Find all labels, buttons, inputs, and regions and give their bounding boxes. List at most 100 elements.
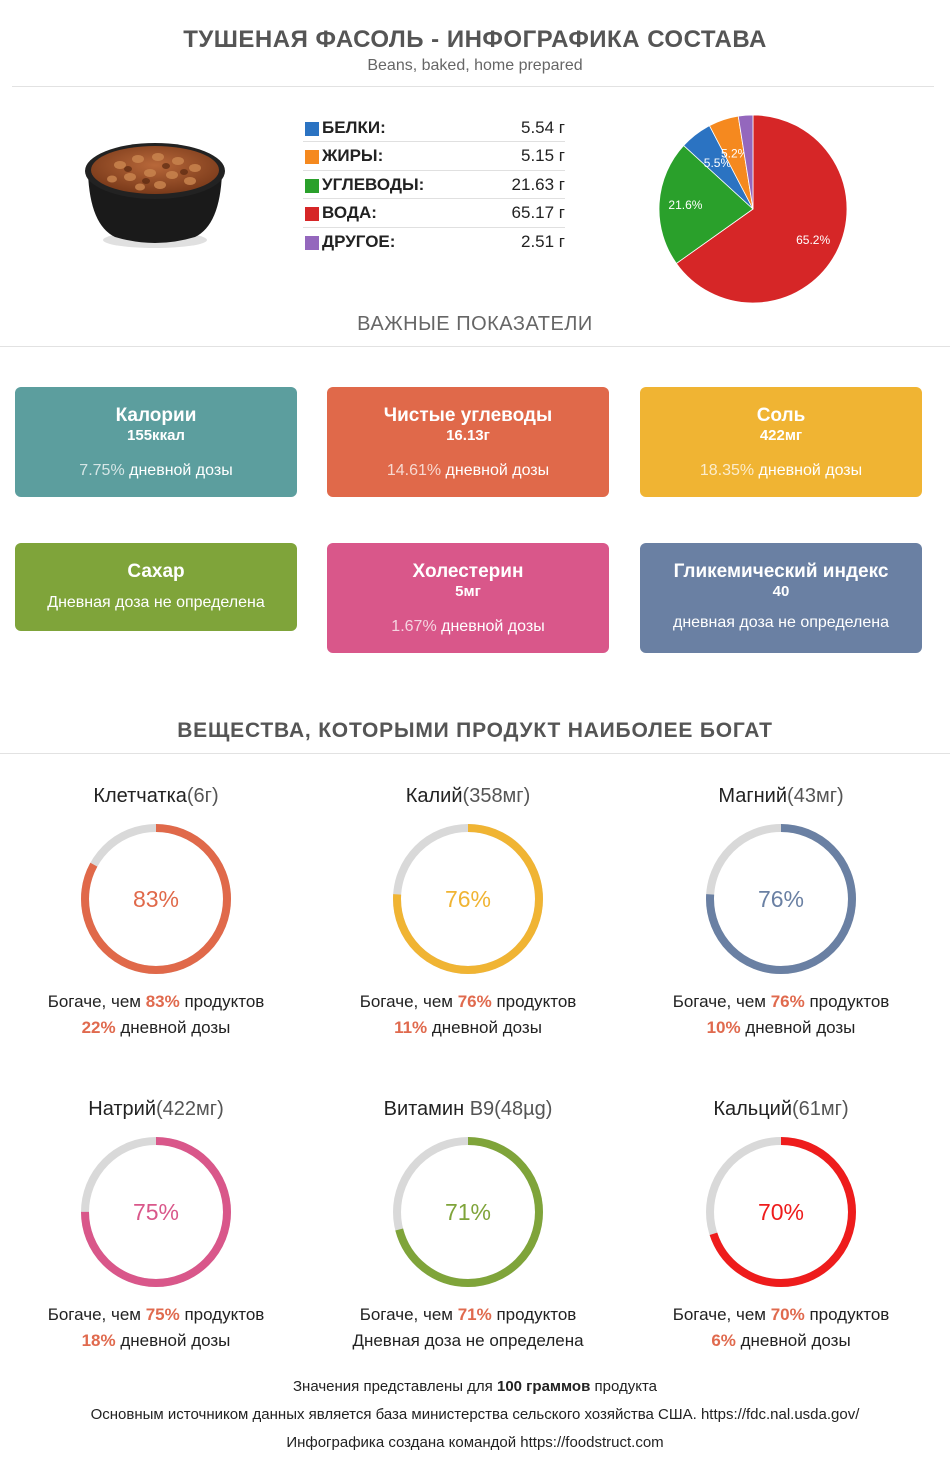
donut-percent-label: 76% — [758, 886, 804, 912]
donut-progress-arc — [393, 1137, 543, 1287]
card-daily-value: 14.61% дневной дозы — [327, 461, 609, 481]
pie-slice-label: 65.2% — [796, 233, 830, 247]
donut-percent-label: 71% — [445, 1199, 491, 1225]
card-dv-percent: 1.67% — [391, 618, 437, 635]
nutrient-amount: (422мг) — [156, 1098, 224, 1120]
key-indicators-heading: ВАЖНЫЕ ПОКАЗАТЕЛИ — [357, 313, 593, 335]
water-swatch — [305, 207, 319, 222]
card-note: дневная доза не определена — [672, 614, 889, 631]
page-title: ТУШЕНАЯ ФАСОЛЬ - ИНФОГРАФИКА СОСТАВА — [183, 26, 767, 53]
macro-row-water: ВОДА: 65.17 г — [303, 199, 565, 228]
nutrient-donut: 83% — [81, 824, 231, 974]
dv-label: дневной дозы — [740, 1018, 856, 1037]
richer-prefix: Богаче, чем — [672, 1305, 771, 1324]
card-dv-percent: 18.35% — [699, 462, 755, 479]
donut-percent-label: 83% — [133, 886, 179, 912]
card-value: 5мг — [455, 583, 481, 600]
richer-suffix: продуктов — [179, 992, 265, 1011]
baked-beans-bowl-image — [85, 143, 225, 248]
donut-percent-label: 76% — [445, 886, 491, 912]
card-value: 40 — [772, 583, 790, 600]
richer-prefix: Богаче, чем — [359, 992, 458, 1011]
fat-swatch — [305, 150, 319, 165]
footer-source: Основным источником данных является база… — [90, 1406, 860, 1423]
dv-percent: 10% — [706, 1018, 741, 1037]
card-title: Сахар — [127, 561, 185, 582]
nutrient-label: Витамин — [383, 1098, 470, 1120]
donut-percent-label: 70% — [758, 1199, 804, 1225]
daily-value-line: 10% дневной дозы — [631, 1015, 931, 1041]
daily-value-line: 22% дневной дозы — [6, 1015, 306, 1041]
daily-value-line: 11% дневной дозы — [318, 1015, 618, 1041]
richer-percent: 76% — [770, 992, 805, 1011]
footer-suffix: продукта — [590, 1378, 657, 1395]
dv-label: дневной дозы — [735, 1331, 851, 1350]
dv-label: дневной дозы — [115, 1018, 231, 1037]
card-title: Калории — [115, 405, 197, 426]
richer-percent: 75% — [145, 1305, 180, 1324]
nutrient-amount: (43мг) — [787, 785, 844, 807]
daily-value-line: 6% дневной дозы — [631, 1328, 931, 1354]
nutrient-magnesium: Магний(43мг) 76% Богаче, чем 76% продукт… — [631, 783, 931, 1041]
macro-label: УГЛЕВОДЫ: — [322, 174, 425, 194]
nutrient-fiber: Клетчатка(6г) 83% Богаче, чем 83% продук… — [6, 783, 306, 1041]
macro-row-carbs: УГЛЕВОДЫ: 21.63 г — [303, 171, 565, 200]
richer-percent: 83% — [145, 992, 180, 1011]
donut-progress-arc — [706, 1137, 856, 1287]
nutrient-name: Витамин B9(48µg) — [318, 1096, 618, 1122]
nutrient-label: Кальций — [713, 1098, 793, 1120]
nutrient-vitamin-b9: Витамин B9(48µg) 71% Богаче, чем 71% про… — [318, 1096, 618, 1354]
richer-suffix: продуктов — [179, 1305, 265, 1324]
nutrient-donut: 70% — [706, 1137, 856, 1287]
card-note: Дневная доза не определена — [47, 594, 265, 611]
card-salt: Соль 422мг 18.35% дневной дозы — [640, 387, 922, 497]
card-dv-percent: 7.75% — [79, 462, 125, 479]
dv-label: Дневная доза не определена — [352, 1331, 584, 1350]
nutrient-label: Клетчатка — [93, 785, 187, 807]
footer-credit: Инфографика создана командой https://foo… — [286, 1434, 664, 1451]
card-title: Гликемический индекс — [673, 561, 889, 582]
macro-label: ДРУГОЕ: — [322, 231, 396, 251]
richer-than-line: Богаче, чем 76% продуктов — [318, 989, 618, 1015]
card-daily-value: 7.75% дневной дозы — [15, 461, 297, 481]
richer-suffix: продуктов — [491, 992, 577, 1011]
richer-prefix: Богаче, чем — [672, 992, 771, 1011]
nutrient-amount: (6г) — [186, 785, 219, 807]
dv-percent: 18% — [81, 1331, 116, 1350]
card-calories: Калории 155ккал 7.75% дневной дозы — [15, 387, 297, 497]
nutrient-donut: 76% — [706, 824, 856, 974]
divider — [0, 346, 950, 347]
card-dv-percent: 14.61% — [386, 462, 442, 479]
divider — [0, 753, 950, 754]
card-daily-value: 18.35% дневной дозы — [640, 461, 922, 481]
dv-percent: 22% — [81, 1018, 116, 1037]
card-dv-label: дневной дозы — [754, 462, 863, 479]
pie-slice — [737, 114, 754, 210]
rich-in-heading: ВЕЩЕСТВА, КОТОРЫМИ ПРОДУКТ НАИБОЛЕЕ БОГА… — [177, 719, 773, 742]
macro-value: 21.63 г — [511, 174, 565, 194]
dv-label: дневной дозы — [427, 1018, 542, 1037]
card-dv-label: дневной дозы — [436, 618, 545, 635]
pie-slice-label: 5.5% — [704, 156, 732, 170]
other-swatch — [305, 235, 319, 250]
nutrient-donut: 75% — [81, 1137, 231, 1287]
dv-percent: 6% — [711, 1331, 736, 1350]
card-sugar: Сахар Дневная доза не определена — [15, 543, 297, 631]
card-dv-label: дневной дозы — [441, 462, 550, 479]
richer-than-line: Богаче, чем 70% продуктов — [631, 1302, 931, 1328]
dv-percent: 11% — [394, 1018, 428, 1037]
card-title: Чистые углеводы — [383, 405, 553, 426]
composition-pie-chart: 65.2% 21.6% 5.5%5.2% — [658, 114, 848, 304]
footer-bold: 100 граммов — [496, 1378, 591, 1395]
richer-percent: 76% — [457, 992, 492, 1011]
macro-value: 2.51 г — [520, 231, 565, 251]
nutrient-name: Клетчатка(6г) — [6, 783, 306, 809]
card-value: 422мг — [759, 427, 803, 444]
footer-prefix: Значения представлены для — [292, 1378, 497, 1395]
macro-table: БЕЛКИ: 5.54 г ЖИРЫ: 5.15 г УГЛЕВОДЫ: 21.… — [303, 114, 565, 256]
macro-row-protein: БЕЛКИ: 5.54 г — [303, 114, 565, 143]
pie-slice-label: 21.6% — [668, 198, 702, 212]
nutrient-name: Кальций(61мг) — [631, 1096, 931, 1122]
nutrient-name: Натрий(422мг) — [6, 1096, 306, 1122]
protein-swatch — [305, 122, 319, 136]
